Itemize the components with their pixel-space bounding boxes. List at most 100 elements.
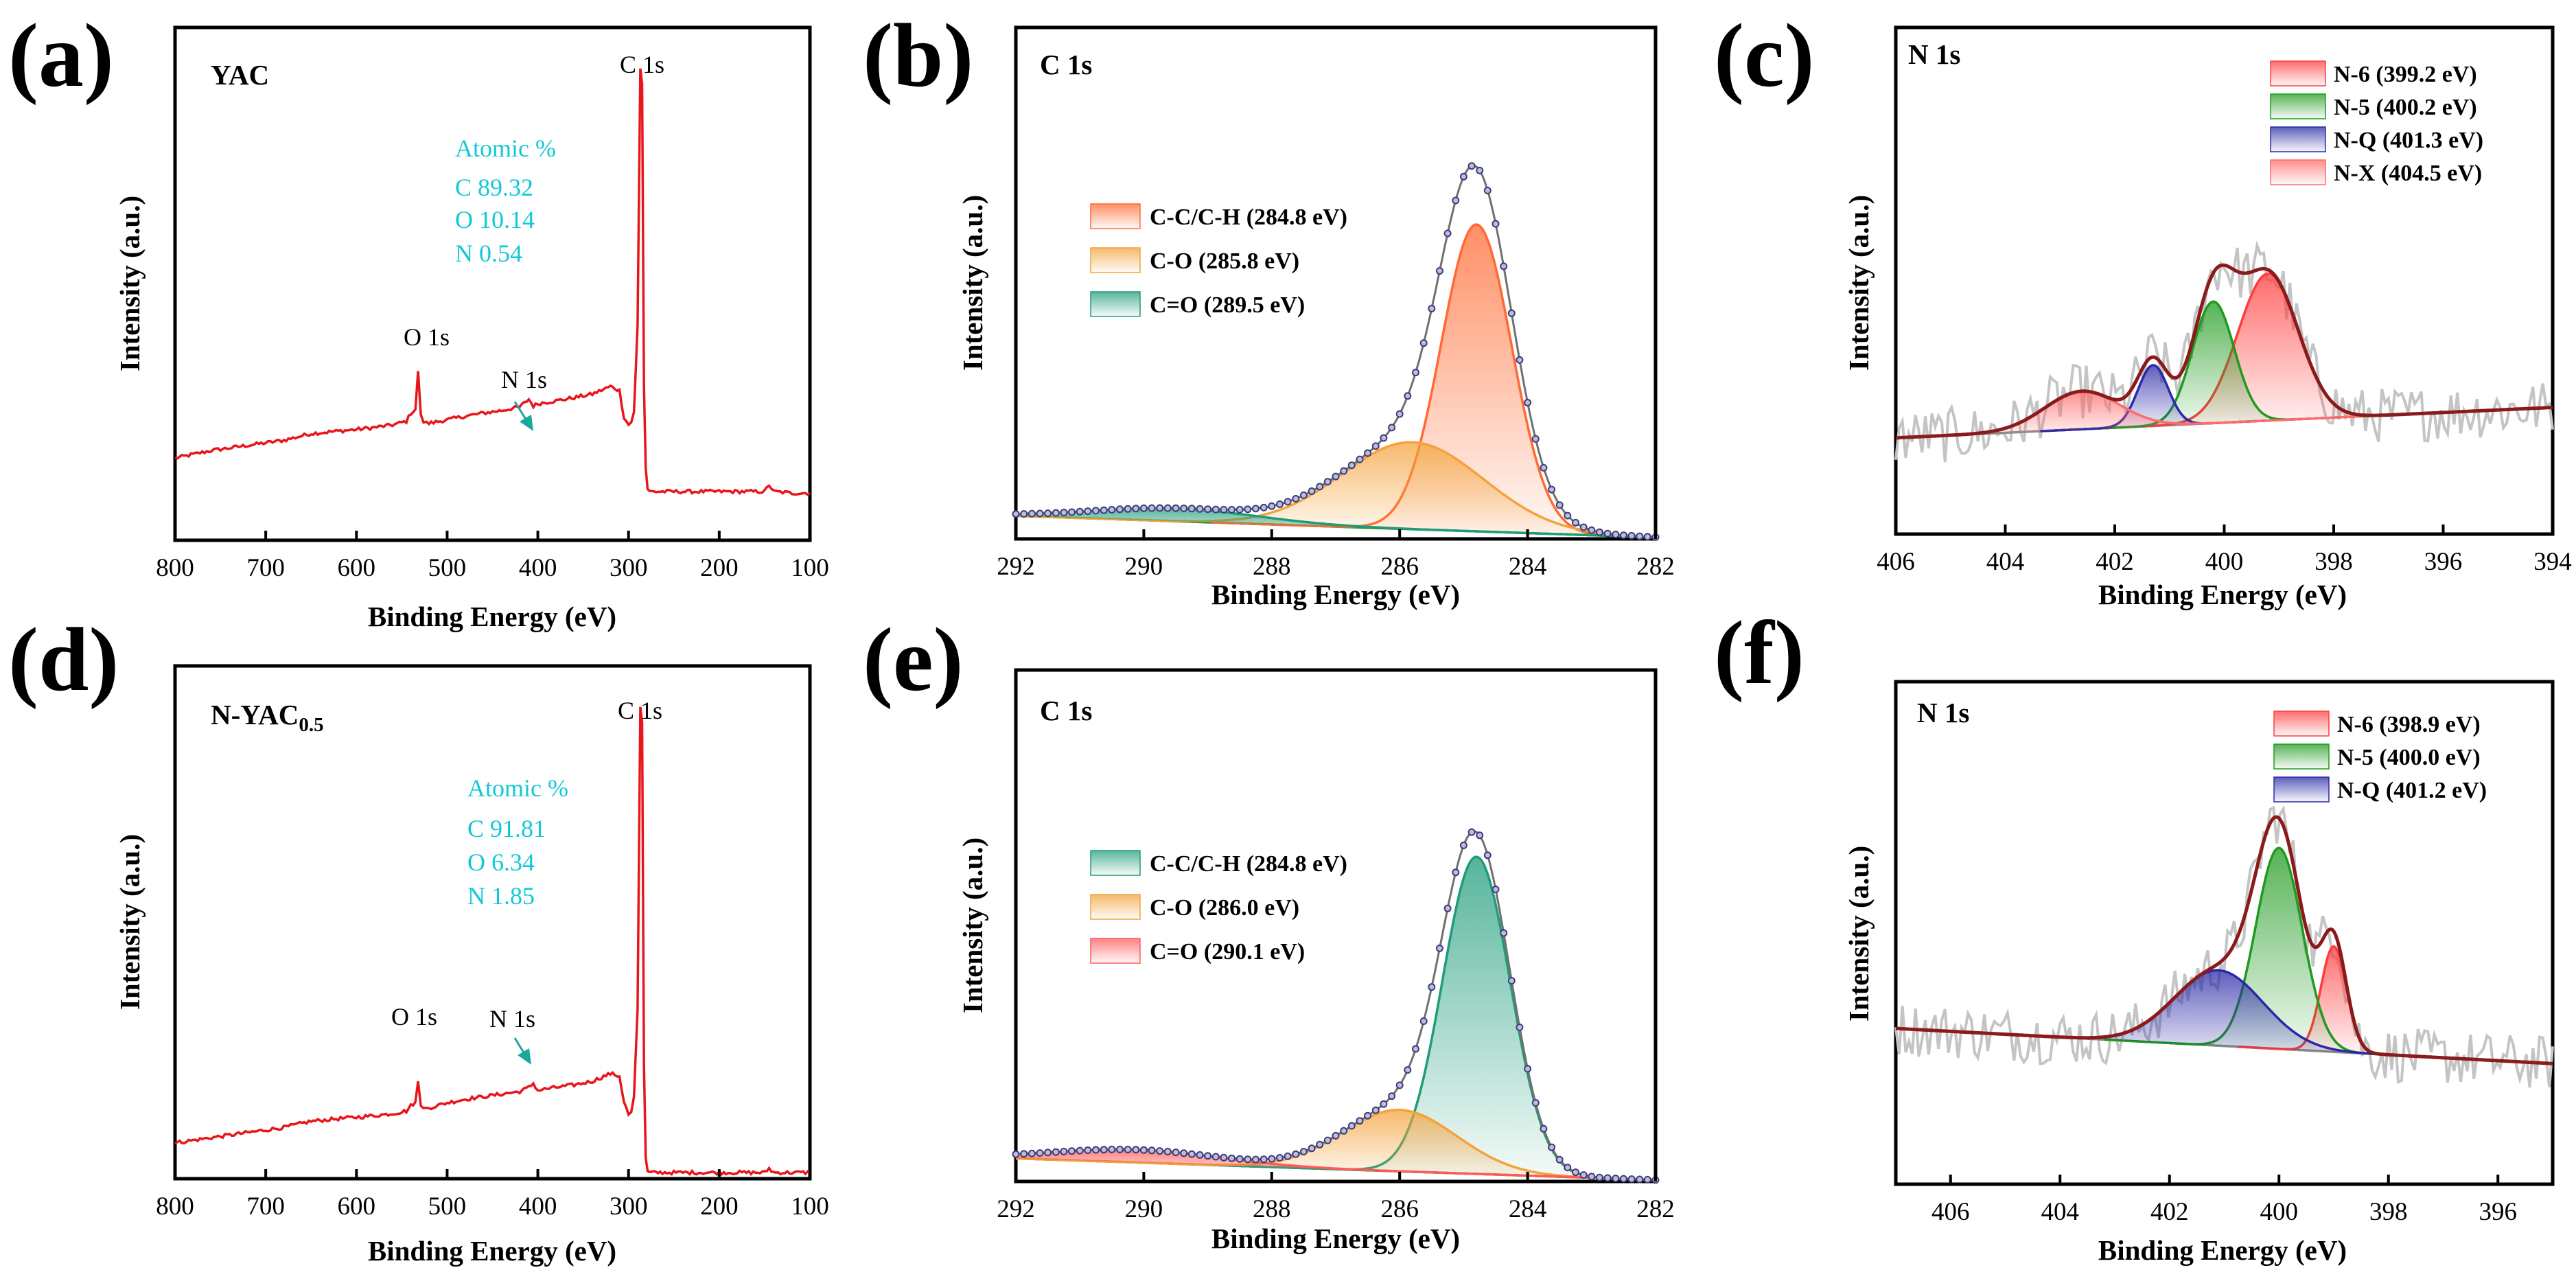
envelope-marker [1579, 1171, 1588, 1179]
x-tick-label: 282 [1636, 1195, 1675, 1223]
envelope-marker [1507, 977, 1516, 985]
legend-b: C-C/C-H (284.8 eV) C-O (285.8 eV) C=O (289… [1090, 203, 1347, 318]
envelope-marker [1572, 518, 1579, 527]
envelope-marker [1187, 505, 1196, 513]
panel-c: (c) 406 404 402 400 398 396 394 N 1s N-6 (399.… [1714, 5, 2572, 610]
envelope-marker [1060, 509, 1068, 517]
x-tick-label: 398 [2314, 548, 2353, 576]
envelope-marker [1100, 1146, 1108, 1154]
peak-area-0 [2040, 273, 2496, 431]
envelope-marker [1108, 506, 1116, 513]
envelope-marker [1116, 1145, 1124, 1153]
envelope-marker [1516, 1024, 1524, 1031]
x-axis-title-c: Binding Energy (eV) [2098, 579, 2347, 610]
peak-label-o1s-a: O 1s [404, 323, 450, 351]
envelope-marker [1068, 1147, 1076, 1155]
envelope-marker [1419, 1017, 1428, 1025]
envelope-marker [1196, 505, 1204, 513]
x-tick-label: 284 [1509, 553, 1547, 581]
peak-area-1 [1016, 1109, 1656, 1180]
envelope-marker [1308, 1144, 1316, 1153]
envelope-marker [1076, 507, 1084, 516]
envelope-marker [1531, 1099, 1540, 1107]
legend-f: N-6 (398.9 eV) N-5 (400.0 eV) N-Q (401.2 e… [2273, 711, 2487, 803]
envelope-marker [1404, 1066, 1412, 1074]
envelope-marker [1148, 1146, 1156, 1155]
envelope-marker [1020, 1150, 1028, 1158]
envelope-marker [1364, 1111, 1372, 1120]
legend-swatch [2273, 776, 2330, 803]
y-axis-title-f: Intensity (a.u.) [1843, 846, 1875, 1022]
legend-label: N-5 (400.2 eV) [2334, 95, 2477, 120]
envelope-marker [1627, 532, 1636, 540]
envelope-marker [1428, 983, 1436, 991]
legend-swatch [1090, 247, 1141, 273]
legend-label: N-X (404.5 eV) [2334, 161, 2482, 186]
x-tick-label: 200 [700, 1192, 739, 1221]
peak-label-o1s-d: O 1s [391, 1003, 437, 1030]
x-tick-label: 286 [1380, 1195, 1419, 1223]
envelope-marker [1316, 483, 1324, 491]
legend-swatch [2273, 711, 2330, 737]
envelope-marker [1340, 467, 1348, 475]
envelope-marker [1435, 944, 1443, 952]
x-tick-label: 400 [2205, 548, 2244, 576]
envelope-marker [1395, 1081, 1404, 1089]
envelope-marker [1548, 1143, 1556, 1151]
envelope-marker [1220, 505, 1228, 513]
legend-label: C-C/C-H (284.8 eV) [1150, 851, 1347, 877]
x-tick-label: 286 [1380, 553, 1419, 581]
legend-e: C-C/C-H (284.8 eV) C-O (286.0 eV) C=O (290… [1090, 850, 1347, 965]
x-tick-label: 396 [2424, 548, 2463, 576]
plot-area-a [174, 68, 811, 496]
envelope-marker [1139, 504, 1148, 512]
envelope-marker [1180, 505, 1188, 512]
envelope-marker [1347, 461, 1356, 470]
panel-b: (b) 292 290 288 286 284 282 C 1s C-C/C-H (284… [863, 5, 1675, 610]
envelope-marker [1595, 1173, 1603, 1181]
envelope-marker [1356, 1117, 1364, 1125]
envelope-marker [1060, 1147, 1068, 1155]
envelope-marker [1235, 505, 1244, 513]
envelope-marker [1380, 1100, 1388, 1108]
envelope-marker [1148, 504, 1156, 512]
envelope-marker [1012, 510, 1020, 518]
envelope-marker [1108, 1145, 1116, 1153]
envelope-marker [1476, 166, 1484, 174]
envelope-line [1895, 263, 2553, 440]
panel-letter-c: (c) [1714, 5, 1815, 106]
peak-label-n1s-d: N 1s [489, 1005, 535, 1032]
raw-data-line [1894, 240, 2554, 463]
x-axis-title-d: Binding Energy (eV) [368, 1235, 616, 1267]
envelope-marker [1555, 501, 1564, 509]
envelope-marker [1564, 1164, 1572, 1172]
envelope-marker [1124, 1146, 1132, 1153]
legend-swatch [1090, 894, 1141, 920]
x-tick-label: 100 [791, 554, 829, 582]
x-axis-title-e: Binding Energy (eV) [1211, 1223, 1460, 1254]
atomic-c-a: C 89.32 [455, 174, 533, 201]
peak-label-c1s-d: C 1s [618, 697, 662, 724]
envelope-marker [1428, 305, 1436, 312]
envelope-marker [1204, 1152, 1212, 1160]
envelope-marker [1564, 511, 1572, 520]
y-axis-title-a: Intensity (a.u.) [114, 196, 146, 371]
x-tick-label: 600 [338, 554, 376, 582]
x-tick-label: 400 [2260, 1198, 2299, 1226]
envelope-marker [1388, 424, 1396, 432]
envelope-marker [1467, 828, 1476, 836]
x-tick-label: 800 [156, 1192, 194, 1221]
peak-area-2 [1896, 970, 2551, 1064]
peak-label-n1s-a: N 1s [501, 366, 547, 393]
plot-frame-e [1014, 668, 1658, 1184]
envelope-marker [1540, 1124, 1548, 1133]
envelope-marker [1643, 533, 1651, 541]
envelope-marker [1627, 1175, 1636, 1184]
arrow-icon-d [513, 1037, 531, 1065]
envelope-marker [1052, 1148, 1060, 1156]
envelope-marker [1292, 1150, 1300, 1158]
x-tick-label: 406 [1877, 548, 1915, 576]
legend-label: C-O (285.8 eV) [1150, 249, 1299, 274]
envelope-marker [1156, 504, 1164, 512]
x-tick-label: 402 [2096, 548, 2134, 576]
